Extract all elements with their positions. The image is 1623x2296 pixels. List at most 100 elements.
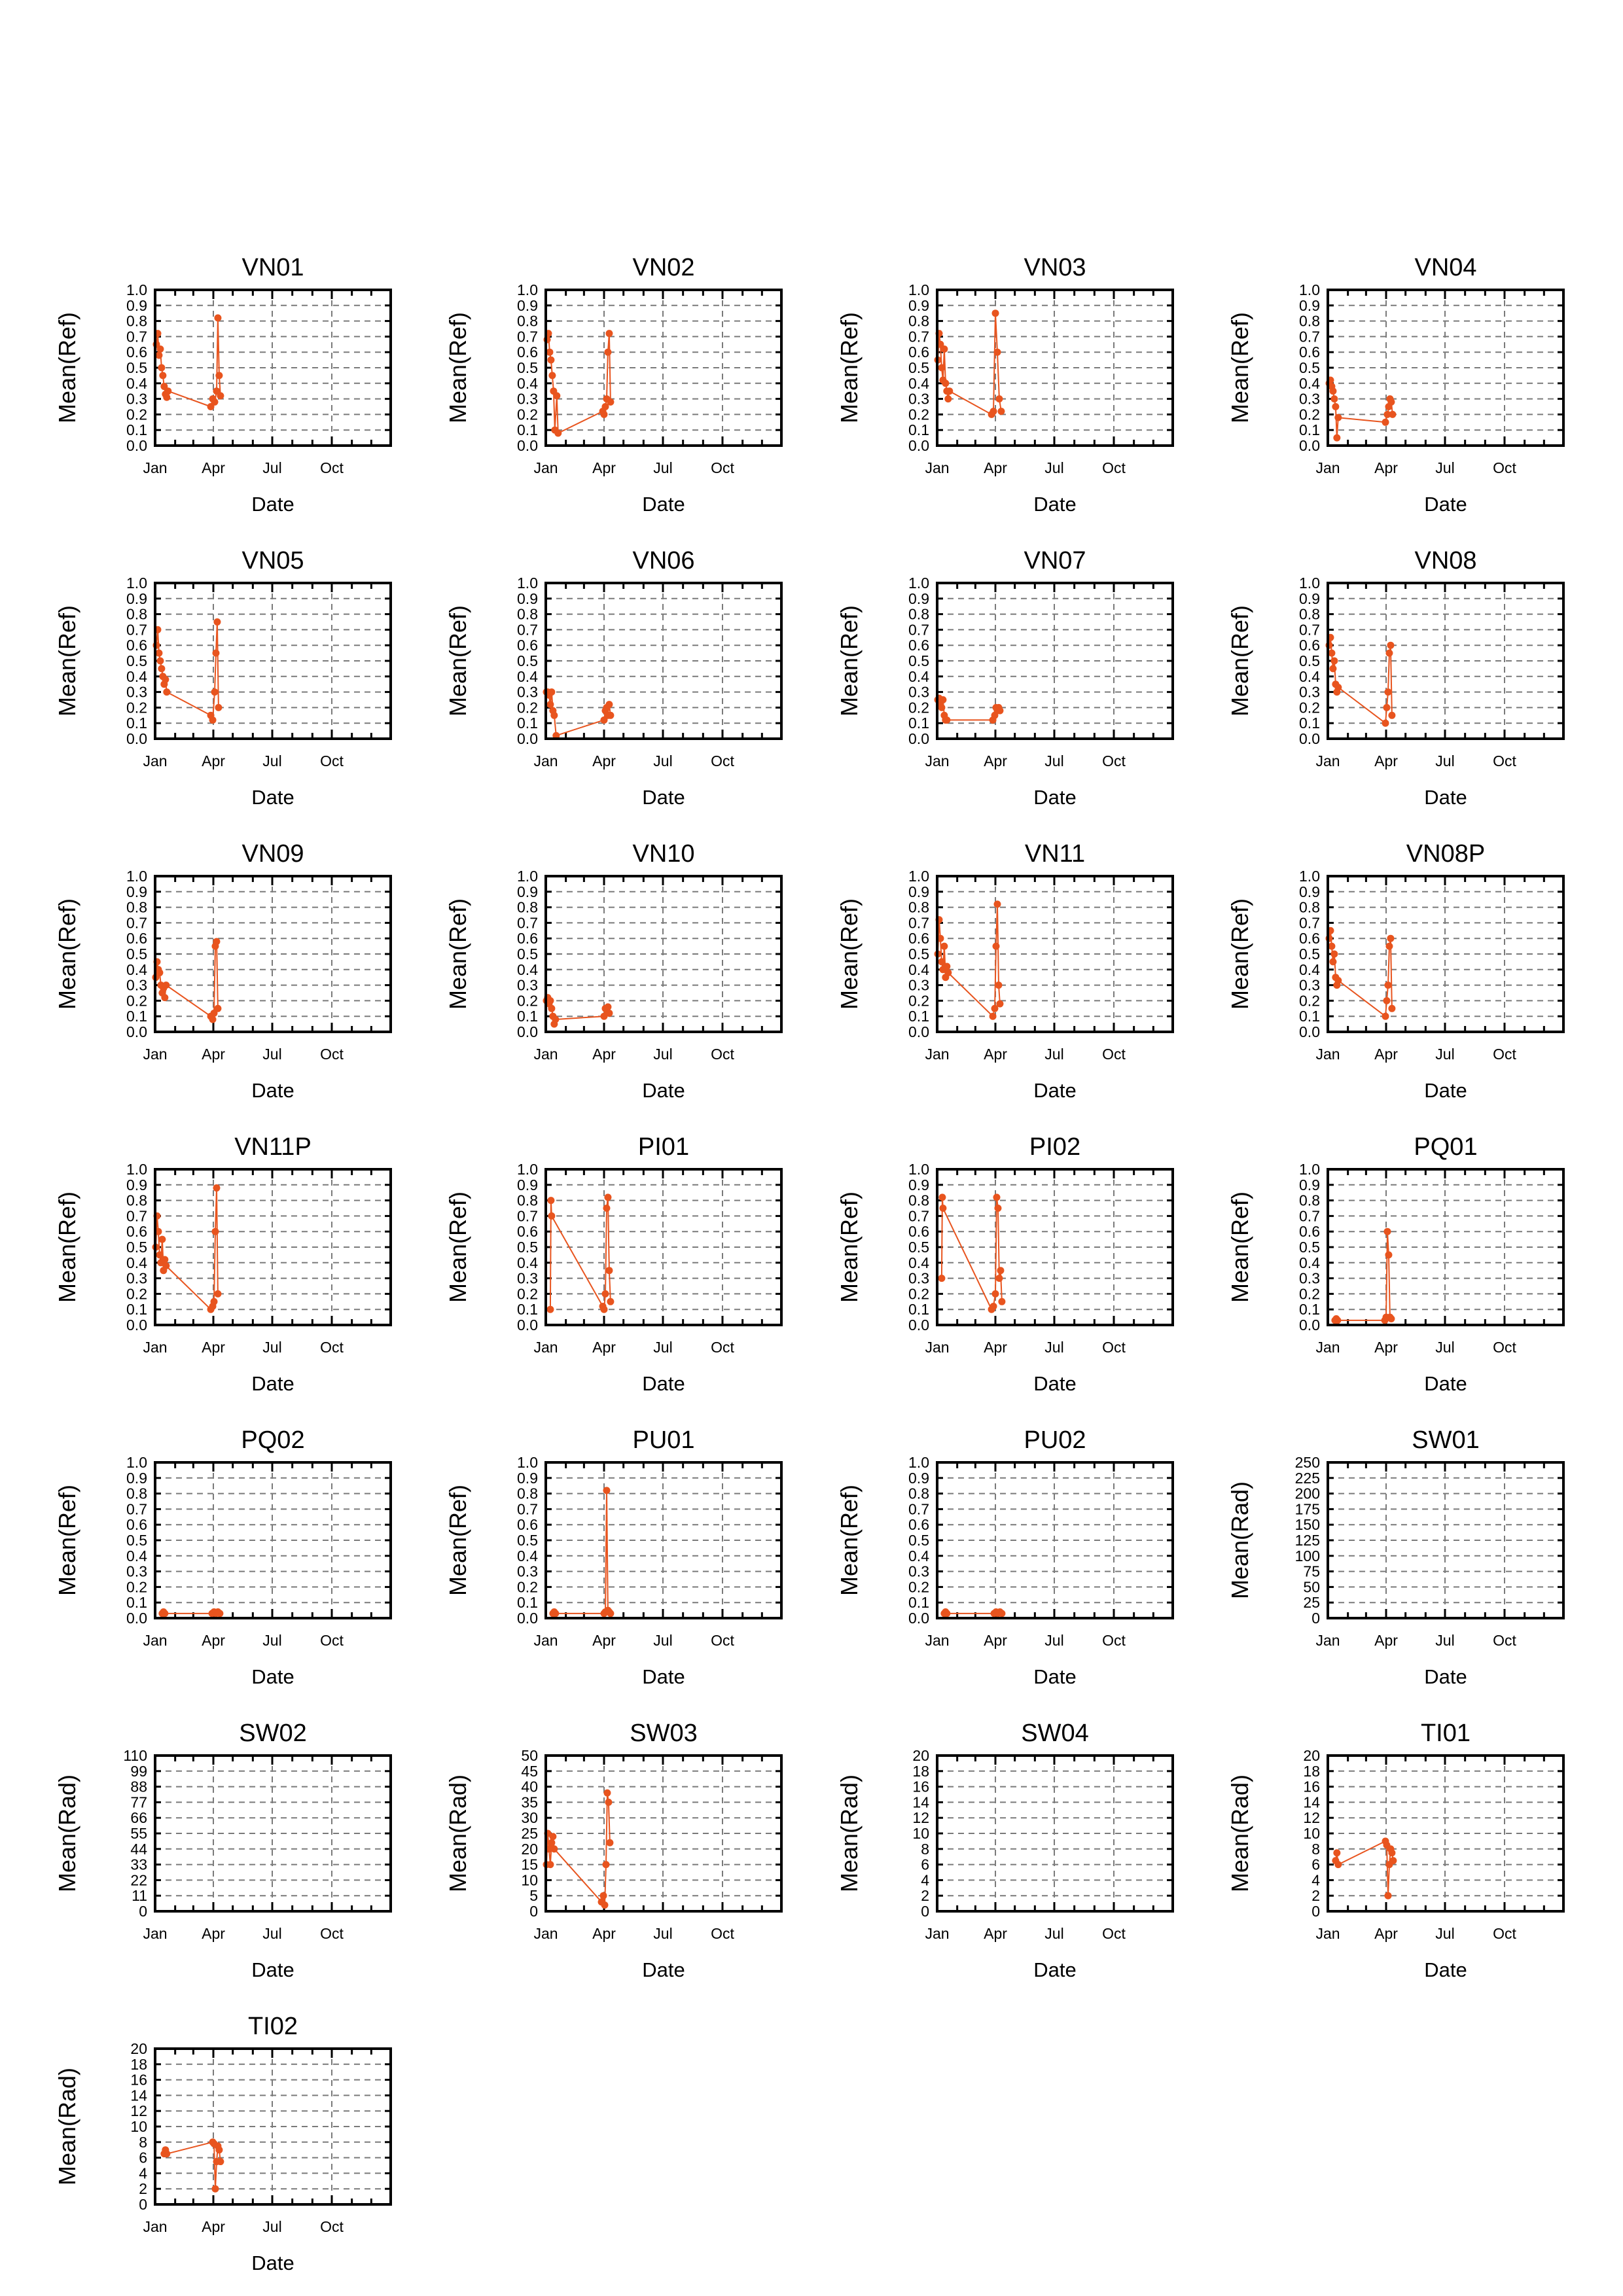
y-tick-label: 0.3	[517, 1563, 538, 1580]
y-tick-label: 0.4	[908, 1547, 929, 1564]
x-tick-label: Jul	[262, 1046, 281, 1063]
y-tick-label: 0.2	[908, 1285, 929, 1302]
panel-pu01: PU01 0.00.10.20.30.40.50.60.70.80.91.0 Jan…	[444, 1426, 783, 1688]
y-tick-label: 0.8	[908, 1192, 929, 1209]
x-tick-label: Jan	[143, 1632, 167, 1649]
y-tick-label: 0.3	[908, 684, 929, 701]
y-tick-label: 0.5	[908, 1239, 929, 1256]
panel-title: VN08P	[1406, 840, 1485, 868]
y-tick-label: 0.7	[126, 1500, 147, 1517]
y-tick-label: 16	[912, 1778, 929, 1795]
y-tick-label: 0.4	[517, 1547, 538, 1564]
y-tick-label: 0.7	[517, 1207, 538, 1224]
y-tick-label: 0.8	[908, 606, 929, 623]
panel-vn06: VN06 0.00.10.20.30.40.50.60.70.80.91.0 Jan…	[444, 547, 783, 809]
data-point	[936, 934, 944, 942]
x-axis-label: Date	[1033, 1372, 1076, 1395]
y-tick-label: 20	[130, 2040, 147, 2057]
y-axis-label: Mean(Rad)	[1226, 1775, 1253, 1892]
y-tick-label: 0.2	[908, 992, 929, 1009]
y-tick-label: 0.5	[517, 1239, 538, 1256]
series-line	[156, 621, 219, 721]
y-tick-label: 45	[521, 1763, 538, 1780]
data-point	[1384, 688, 1392, 696]
y-tick-label: 0.1	[126, 421, 147, 438]
y-tick-label: 14	[130, 2087, 147, 2104]
data-point	[158, 1235, 166, 1243]
data-point	[938, 958, 946, 966]
data-point	[155, 351, 163, 359]
x-tick-label: Jul	[262, 1925, 281, 1942]
panel-title: SW03	[630, 1720, 697, 1747]
y-tick-label: 0.2	[1299, 699, 1320, 716]
data-point	[547, 356, 555, 364]
y-tick-label: 20	[1303, 1747, 1320, 1764]
y-tick-label: 0.5	[126, 652, 147, 669]
y-tick-label: 0.4	[126, 375, 147, 392]
data-point	[998, 1298, 1006, 1305]
x-tick-label: Jan	[1315, 752, 1340, 769]
data-point	[603, 1205, 611, 1212]
y-tick-label: 0.9	[908, 590, 929, 607]
y-tick-label: 0.4	[1299, 1254, 1320, 1271]
data-point	[995, 1275, 1003, 1282]
x-tick-label: Apr	[202, 459, 225, 476]
x-tick-label: Jan	[925, 1339, 949, 1356]
y-tick-label: 1.0	[908, 868, 929, 885]
panel-title: VN11P	[234, 1133, 312, 1161]
y-tick-label: 1.0	[517, 1161, 538, 1178]
plot-frame	[1327, 875, 1565, 1033]
x-tick-label: Jan	[1315, 1925, 1340, 1942]
data-point	[993, 1193, 1001, 1201]
x-axis-label: Date	[1424, 1372, 1467, 1395]
data-point	[607, 398, 615, 406]
y-axis-label: Mean(Rad)	[54, 2068, 80, 2185]
y-tick-label: 25	[521, 1825, 538, 1842]
x-axis-label: Date	[1424, 1665, 1467, 1688]
x-tick-label: Jan	[143, 2218, 167, 2235]
y-tick-label: 0.6	[517, 1223, 538, 1240]
panel-title: PU01	[632, 1426, 694, 1454]
data-point	[209, 716, 217, 724]
y-tick-label: 0.6	[517, 930, 538, 947]
panel-pi02: PI02 0.00.10.20.30.40.50.60.70.80.91.0 Jan…	[836, 1133, 1174, 1395]
y-tick-label: 0.3	[517, 1270, 538, 1287]
y-tick-label: 0.1	[908, 715, 929, 732]
y-tick-label: 0.5	[908, 945, 929, 963]
data-point	[604, 1193, 612, 1201]
data-point	[1388, 1849, 1396, 1857]
y-tick-label: 0.4	[517, 375, 538, 392]
y-tick-label: 50	[521, 1747, 538, 1764]
panel-title: VN03	[1024, 254, 1086, 281]
plot-frame	[1327, 289, 1565, 447]
panel-title: VN01	[241, 254, 304, 281]
x-axis-label: Date	[1033, 1958, 1076, 1981]
y-tick-label: 0.4	[126, 1254, 147, 1271]
panel-title: SW04	[1021, 1720, 1088, 1747]
y-tick-label: 0.2	[517, 699, 538, 716]
y-tick-label: 0.6	[517, 637, 538, 654]
data-point	[1333, 434, 1341, 442]
y-axis-label: Mean(Ref)	[54, 605, 80, 716]
y-tick-label: 0.0	[908, 437, 929, 454]
y-tick-label: 8	[139, 2134, 147, 2151]
y-tick-label: 0	[921, 1903, 929, 1920]
y-tick-label: 0.9	[517, 297, 538, 314]
x-tick-label: Oct	[1102, 1632, 1126, 1649]
panel-title: TI01	[1421, 1720, 1471, 1747]
y-axis-label: Mean(Ref)	[54, 1192, 80, 1303]
panel-title: VN07	[1024, 547, 1086, 574]
data-point	[1334, 683, 1342, 691]
y-tick-label: 0.6	[126, 1223, 147, 1240]
data-point	[1387, 934, 1395, 942]
x-axis-label: Date	[642, 1372, 685, 1395]
y-tick-label: 18	[1303, 1763, 1320, 1780]
y-tick-label: 0.2	[126, 406, 147, 423]
data-point	[603, 1487, 611, 1494]
data-point	[161, 1610, 169, 1617]
y-tick-label: 20	[912, 1747, 929, 1764]
y-axis-label: Mean(Ref)	[1226, 898, 1253, 1010]
panel-vn11p: VN11P 0.00.10.20.30.40.50.60.70.80.91.0 Ja…	[54, 1133, 392, 1395]
